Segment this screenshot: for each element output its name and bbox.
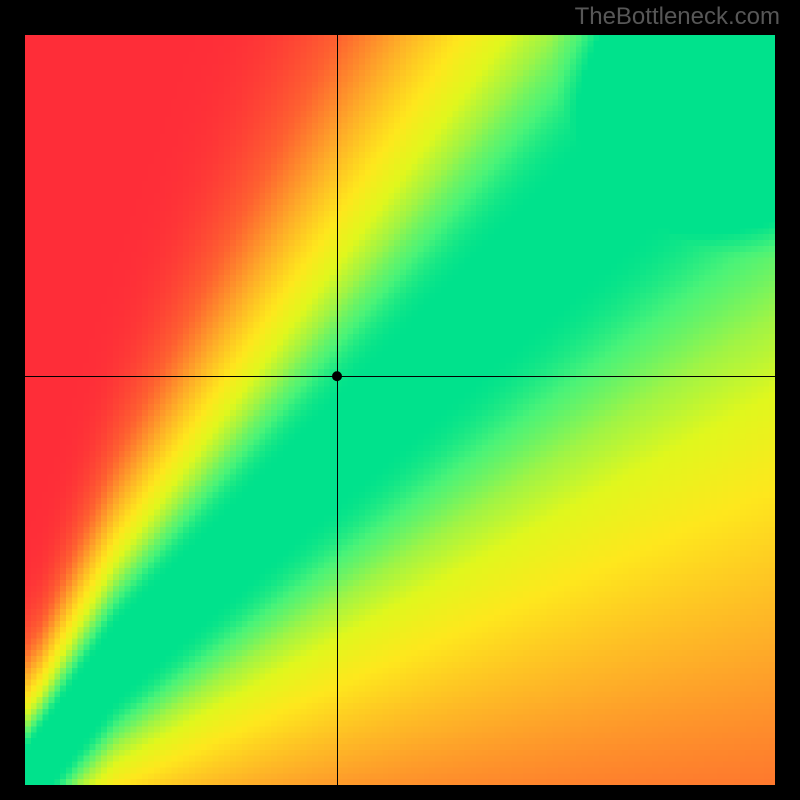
overlay-canvas <box>25 35 775 785</box>
heatmap-plot-area <box>25 35 775 785</box>
chart-container: { "meta": { "width_px": 800, "height_px"… <box>0 0 800 800</box>
watermark-text: TheBottleneck.com <box>575 3 780 31</box>
